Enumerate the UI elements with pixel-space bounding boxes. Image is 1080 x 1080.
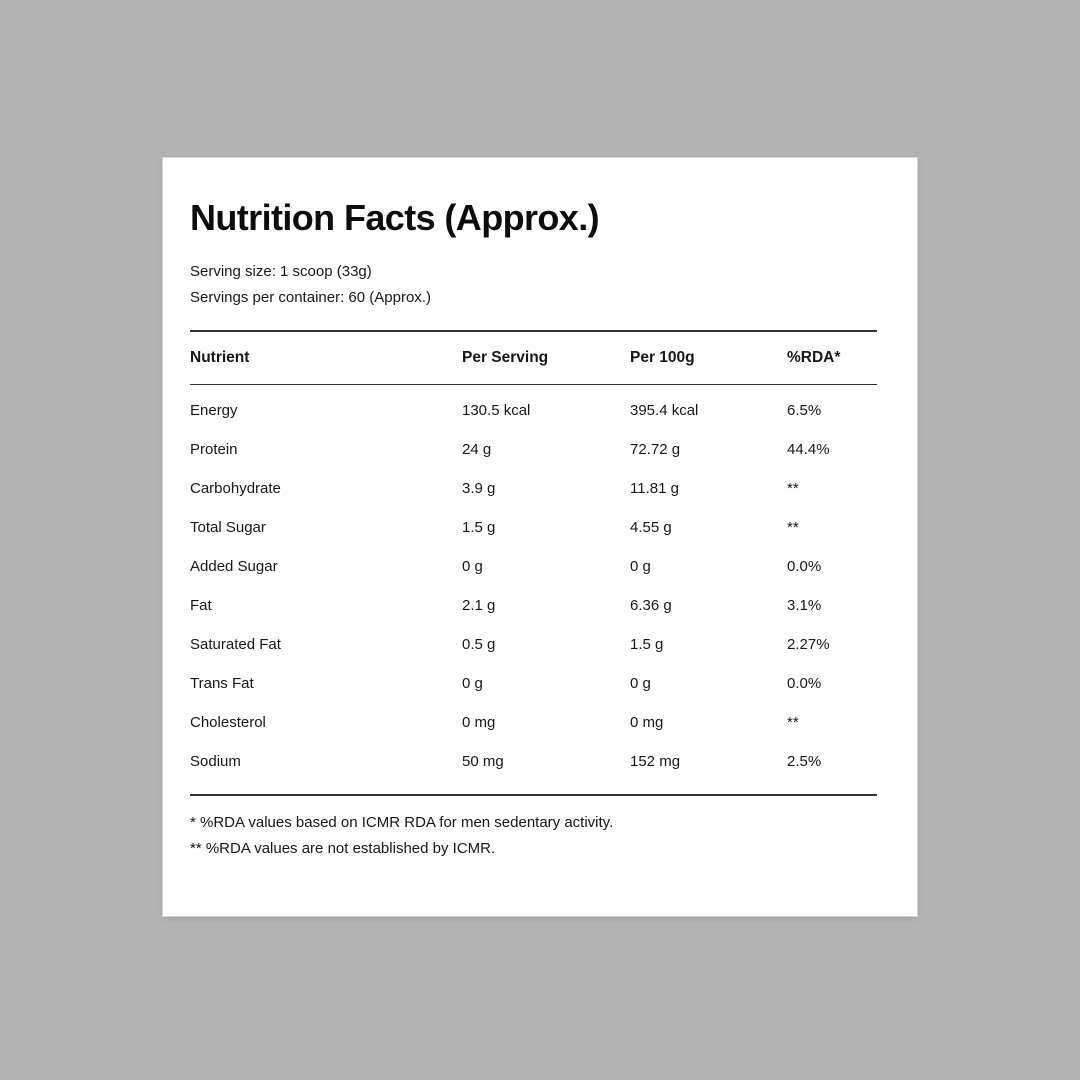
per-100g-cell: 395.4 kcal — [630, 402, 699, 419]
nutrient-cell: Carbohydrate — [190, 480, 281, 497]
serving-size-text: Serving size: 1 scoop (33g) — [190, 263, 372, 280]
nutrient-cell: Trans Fat — [190, 675, 254, 692]
per-100g-cell: 6.36 g — [630, 597, 672, 614]
per-100g-cell: 0 g — [630, 558, 651, 575]
rda-cell: 0.0% — [787, 675, 822, 692]
per-serving-cell: 0 mg — [462, 714, 496, 731]
footnote-rda-basis: * %RDA values based on ICMR RDA for men … — [190, 814, 614, 831]
per-100g-cell: 11.81 g — [630, 480, 679, 497]
rda-cell: 2.5% — [787, 753, 822, 770]
table-row: Cholesterol 0 mg 0 mg ** — [190, 703, 877, 742]
table-row: Carbohydrate 3.9 g 11.81 g ** — [190, 469, 877, 508]
rda-cell: 3.1% — [787, 597, 822, 614]
per-serving-cell: 50 mg — [462, 753, 504, 770]
rda-cell: ** — [787, 480, 799, 497]
table-row: Fat 2.1 g 6.36 g 3.1% — [190, 586, 877, 625]
table-row: Sodium 50 mg 152 mg 2.5% — [190, 742, 877, 781]
nutrient-cell: Saturated Fat — [190, 636, 281, 653]
per-serving-cell: 0 g — [462, 558, 483, 575]
table-row: Energy 130.5 kcal 395.4 kcal 6.5% — [190, 391, 877, 430]
nutrient-cell: Cholesterol — [190, 714, 266, 731]
nutrient-cell: Total Sugar — [190, 519, 266, 536]
per-serving-cell: 2.1 g — [462, 597, 496, 614]
nutrient-cell: Added Sugar — [190, 558, 278, 575]
per-serving-cell: 0 g — [462, 675, 483, 692]
nutrient-cell: Protein — [190, 441, 238, 458]
servings-per-container-text: Servings per container: 60 (Approx.) — [190, 289, 431, 306]
per-100g-cell: 152 mg — [630, 753, 681, 770]
table-row: Trans Fat 0 g 0 g 0.0% — [190, 664, 877, 703]
per-100g-cell: 72.72 g — [630, 441, 681, 458]
per-serving-cell: 24 g — [462, 441, 492, 458]
rda-cell: 44.4% — [787, 441, 830, 458]
nutrient-cell: Fat — [190, 597, 212, 614]
per-100g-cell: 0 mg — [630, 714, 664, 731]
nutrient-cell: Sodium — [190, 753, 241, 770]
nutrient-cell: Energy — [190, 402, 238, 419]
per-serving-cell: 1.5 g — [462, 519, 496, 536]
rda-cell: ** — [787, 714, 799, 731]
table-row: Protein 24 g 72.72 g 44.4% — [190, 430, 877, 469]
column-header-per-serving: Per Serving — [462, 349, 549, 366]
table-row: Saturated Fat 0.5 g 1.5 g 2.27% — [190, 625, 877, 664]
serving-info: Serving size: 1 scoop (33g) Servings per… — [190, 259, 431, 311]
rda-cell: ** — [787, 519, 799, 536]
column-header-per-100g: Per 100g — [630, 349, 695, 366]
per-100g-cell: 1.5 g — [630, 636, 664, 653]
footnote-rda-not-established: ** %RDA values are not established by IC… — [190, 840, 496, 857]
table-row: Total Sugar 1.5 g 4.55 g ** — [190, 508, 877, 547]
footnotes: * %RDA values based on ICMR RDA for men … — [190, 810, 613, 862]
nutrition-table: Nutrient Per Serving Per 100g %RDA* Ener… — [190, 330, 877, 796]
column-header-rda: %RDA* — [787, 349, 841, 366]
table-row: Added Sugar 0 g 0 g 0.0% — [190, 547, 877, 586]
per-100g-cell: 4.55 g — [630, 519, 672, 536]
page-title: Nutrition Facts (Approx.) — [190, 197, 600, 238]
per-serving-cell: 0.5 g — [462, 636, 496, 653]
per-100g-cell: 0 g — [630, 675, 651, 692]
per-serving-cell: 3.9 g — [462, 480, 496, 497]
rda-cell: 0.0% — [787, 558, 822, 575]
rda-cell: 2.27% — [787, 636, 830, 653]
table-body: Energy 130.5 kcal 395.4 kcal 6.5% Protei… — [190, 385, 877, 796]
table-header-row: Nutrient Per Serving Per 100g %RDA* — [190, 330, 877, 385]
column-header-nutrient: Nutrient — [190, 349, 250, 366]
rda-cell: 6.5% — [787, 402, 822, 419]
per-serving-cell: 130.5 kcal — [462, 402, 531, 419]
nutrition-facts-card: Nutrition Facts (Approx.) Serving size: … — [163, 158, 917, 916]
